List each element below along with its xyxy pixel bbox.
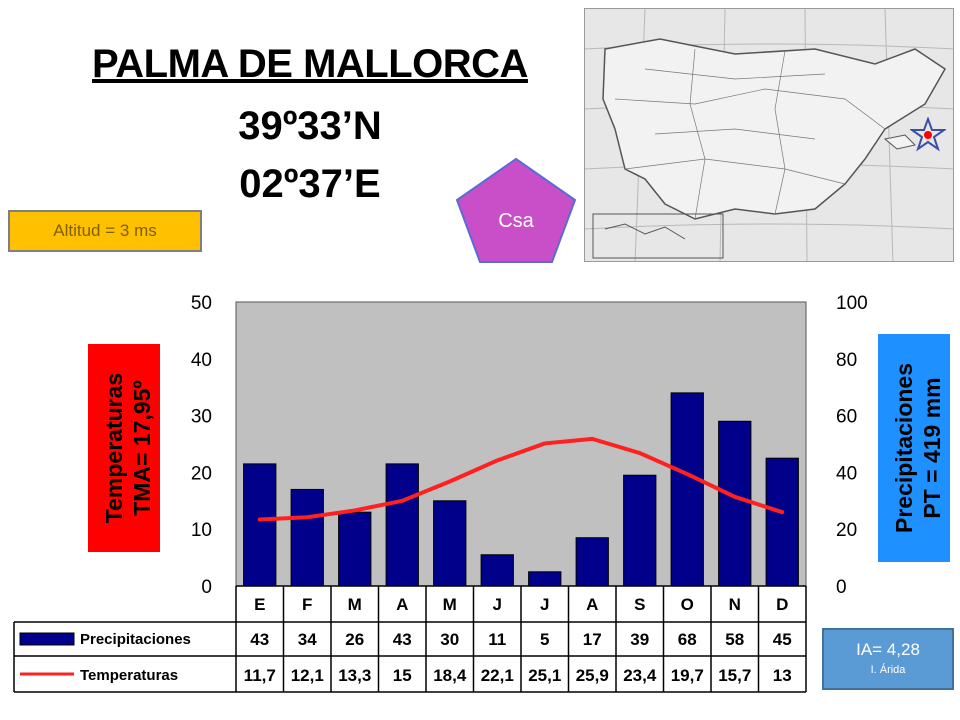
plot-area [235,301,807,587]
precipitation-bar [575,537,609,587]
left-axis-tick-label: 50 [191,293,212,314]
month-label: A [586,595,598,614]
aridity-index-value: IA= 4,28 [856,640,920,659]
right-axis-tick-label: 20 [836,520,857,541]
spain-map [584,8,954,262]
temperature-axis-label: Temperaturas [101,373,127,523]
month-label: E [254,595,265,614]
precipitation-legend-swatch [19,632,75,646]
temperature-row-label: Temperaturas [80,667,178,684]
temperature-value: 22,1 [481,666,514,685]
precipitation-bar [480,554,514,587]
precipitation-axis-label: Precipitaciones [891,363,917,533]
precipitation-value: 43 [393,630,412,649]
precipitation-value: 68 [678,630,697,649]
month-label: A [396,595,408,614]
left-axis-tick-label: 30 [191,407,212,428]
altitude-badge: Altitud = 3 ms [8,210,202,252]
precipitation-bar [338,511,372,587]
left-axis-tick-label: 20 [191,463,212,484]
precipitation-value: 17 [583,630,602,649]
left-axis-tick-label: 0 [201,577,212,598]
temperature-axis-box [88,344,160,552]
precipitation-value: 34 [298,630,317,649]
month-label: F [302,595,312,614]
latitude-label: 39º33’N [238,104,382,148]
temperature-value: 11,7 [244,666,276,685]
aridity-class-label: I. Árida [870,664,906,676]
precipitation-bar [243,463,277,587]
right-axis-tick-label: 100 [836,293,868,314]
month-label: D [776,595,788,614]
temperature-value: 13,3 [338,666,371,685]
left-axis-tick-label: 40 [191,350,212,371]
precipitation-value: 26 [345,630,364,649]
climate-code-label: Csa [498,210,534,232]
map-graticule [585,9,953,261]
month-label: M [348,595,362,614]
precipitation-bar [528,571,562,587]
month-label: J [493,595,502,614]
precipitation-value: 39 [630,630,649,649]
temperature-value: 25,1 [528,666,561,685]
precipitation-bar [623,474,657,587]
precipitation-value: 30 [440,630,459,649]
precipitation-row-label: Precipitaciones [80,631,191,648]
precipitation-bar [290,488,324,587]
precipitation-bar [718,420,752,587]
precipitation-value: 43 [250,630,269,649]
temperature-value: 19,7 [671,666,704,685]
right-axis-tick-label: 80 [836,350,857,371]
aridity-index-box: IA= 4,28 I. Árida [822,628,954,690]
left-axis-tick-label: 10 [191,520,212,541]
precipitation-bar [765,457,799,587]
month-label: N [729,595,741,614]
pt-label: PT = 419 mm [919,377,945,518]
temperature-value: 13 [773,666,792,685]
month-label: S [634,595,645,614]
longitude-label: 02º37’E [239,162,381,206]
month-label: J [540,595,549,614]
precipitation-value: 58 [725,630,744,649]
temperature-value: 12,1 [291,666,324,685]
right-axis-tick-label: 40 [836,463,857,484]
temperature-value: 25,9 [576,666,609,685]
precipitation-value: 45 [773,630,792,649]
temperature-value: 15 [393,666,412,685]
temperature-value: 23,4 [623,666,657,685]
month-label: O [681,595,694,614]
temperature-value: 18,4 [433,666,467,685]
city-title: PALMA DE MALLORCA [92,42,528,86]
precipitation-value: 5 [540,630,549,649]
precipitation-bar [433,500,467,587]
precipitation-bar [385,463,419,587]
precipitation-value: 11 [488,630,506,649]
precipitation-axis-box [878,334,950,562]
climate-pentagon-icon [455,157,577,263]
temperature-value: 15,7 [718,666,751,685]
temperature-line [257,436,785,522]
right-axis-tick-label: 0 [836,577,847,598]
tma-label: TMA= 17,95º [129,380,155,516]
month-label: M [443,595,457,614]
right-axis-tick-label: 60 [836,407,857,428]
precipitation-bar [670,392,704,587]
star-marker-icon [910,117,946,152]
